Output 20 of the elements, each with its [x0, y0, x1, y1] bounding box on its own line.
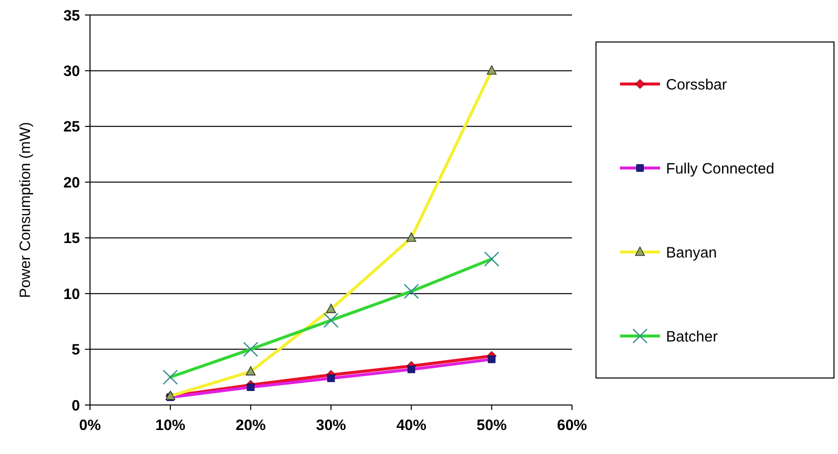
x-tick-label: 30% [316, 417, 346, 434]
y-tick-label: 15 [63, 230, 80, 248]
y-tick-label: 35 [63, 7, 80, 24]
y-tick-label: 25 [63, 118, 80, 136]
y-tick-label: 20 [63, 174, 80, 192]
x-tick-label: 60% [556, 417, 588, 434]
x-tick-label: 50% [476, 417, 507, 434]
y-tick-label: 5 [72, 342, 80, 359]
x-tick-label: 20% [236, 417, 266, 434]
y-axis-title: Power Consumption (mW) [17, 122, 34, 298]
legend-label: Fully Connected [666, 160, 774, 178]
legend-label: Corssbar [666, 76, 727, 94]
legend-label: Banyan [666, 244, 717, 262]
y-tick-label: 0 [72, 397, 80, 414]
x-tick-label: 40% [396, 417, 426, 434]
y-tick-label: 30 [63, 62, 80, 80]
y-tick-label: 10 [63, 286, 80, 303]
legend-label: Batcher [666, 328, 718, 346]
x-tick-label: 0% [79, 417, 101, 434]
x-tick-label: 10% [155, 417, 186, 434]
